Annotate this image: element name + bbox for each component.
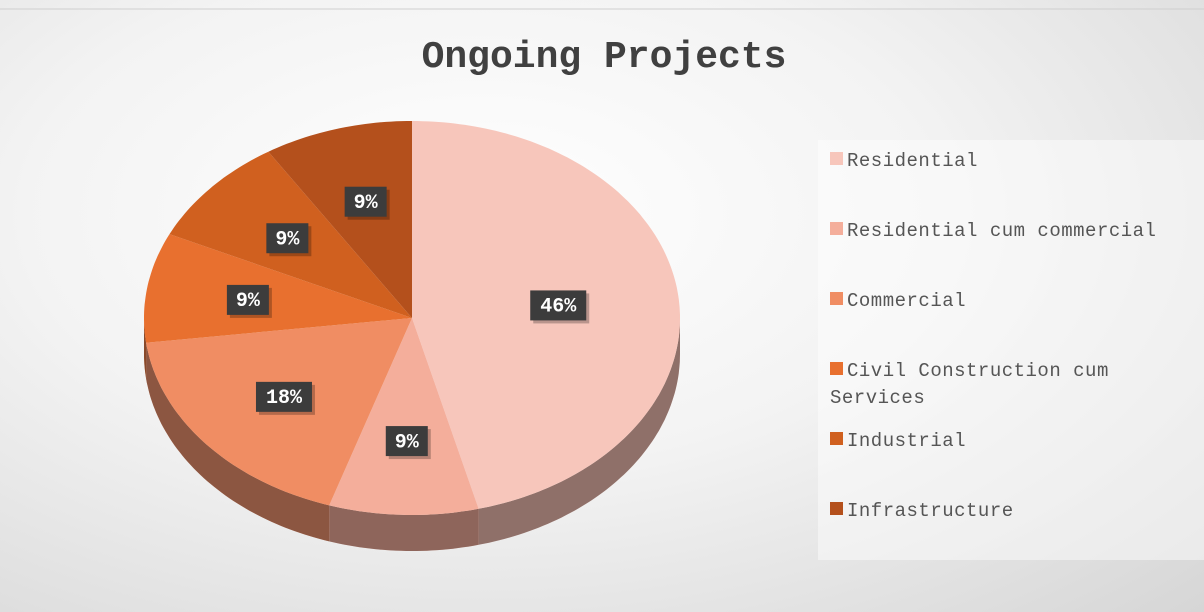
legend-swatch <box>830 502 843 515</box>
legend-item: Residential <box>830 148 1195 175</box>
legend-item: Civil Construction cum Services <box>830 358 1195 412</box>
slice-side-shade <box>329 505 479 551</box>
legend-item: Infrastructure <box>830 498 1195 525</box>
label-box <box>344 186 387 217</box>
label-box <box>226 284 269 315</box>
legend-label: Residential cum commercial <box>847 220 1157 242</box>
slice-side-shade <box>144 318 147 379</box>
legend-swatch <box>830 432 843 445</box>
slice <box>268 121 412 318</box>
data-label: 9% <box>395 431 420 454</box>
data-label: 46% <box>540 296 577 319</box>
legend-label: Commercial <box>847 290 967 312</box>
slice-side-shade <box>146 342 330 542</box>
pie: 46% 9% 18% 9% 9% 9% <box>144 121 680 551</box>
data-label: 9% <box>236 290 261 313</box>
legend-swatch <box>830 362 843 375</box>
slice-side-shade <box>478 318 680 545</box>
legend-swatch <box>830 152 843 165</box>
legend-swatch <box>830 222 843 235</box>
legend-label: Residential <box>847 150 978 172</box>
label-box <box>385 426 428 457</box>
chart-title: Ongoing Projects <box>422 36 787 79</box>
legend: Residential Residential cum commercial Com… <box>818 140 1204 560</box>
legend-item: Industrial <box>830 428 1195 455</box>
legend-label: Infrastructure <box>847 500 1014 522</box>
legend-item: Residential cum commercial <box>830 218 1195 245</box>
legend-swatch <box>830 292 843 305</box>
slice <box>144 234 412 343</box>
legend-item: Commercial <box>830 288 1195 315</box>
label-box <box>266 223 309 254</box>
legend-label: Civil Construction cum Services <box>830 360 1109 409</box>
data-label: 9% <box>354 192 379 215</box>
data-label: 9% <box>275 229 300 252</box>
legend-label: Industrial <box>847 430 967 452</box>
slice <box>329 318 479 515</box>
label-box <box>530 290 587 321</box>
data-label: 18% <box>266 387 303 410</box>
label-box <box>255 381 312 412</box>
